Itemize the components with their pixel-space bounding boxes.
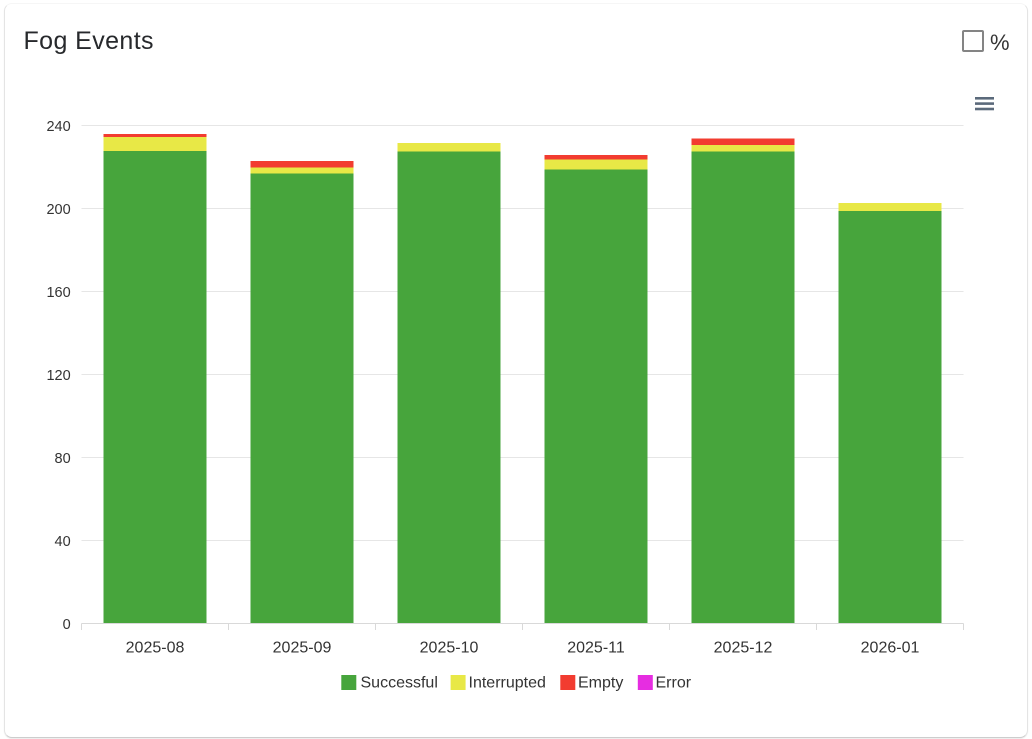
svg-text:Interrupted: Interrupted: [469, 674, 546, 691]
svg-text:160: 160: [46, 285, 70, 301]
svg-text:120: 120: [46, 368, 70, 384]
svg-text:0: 0: [63, 617, 71, 633]
svg-text:Error: Error: [656, 674, 692, 691]
svg-text:240: 240: [46, 119, 70, 135]
svg-text:2025-08: 2025-08: [126, 640, 185, 657]
svg-text:40: 40: [55, 534, 71, 550]
svg-text:Empty: Empty: [578, 674, 623, 691]
svg-text:80: 80: [55, 451, 71, 467]
svg-text:2025-12: 2025-12: [714, 640, 773, 657]
svg-text:2025-10: 2025-10: [420, 640, 479, 657]
svg-text:2025-11: 2025-11: [567, 640, 625, 657]
svg-text:2025-09: 2025-09: [273, 640, 332, 657]
svg-text:200: 200: [46, 202, 70, 218]
svg-text:Successful: Successful: [361, 674, 438, 691]
svg-text:2026-01: 2026-01: [861, 640, 920, 657]
